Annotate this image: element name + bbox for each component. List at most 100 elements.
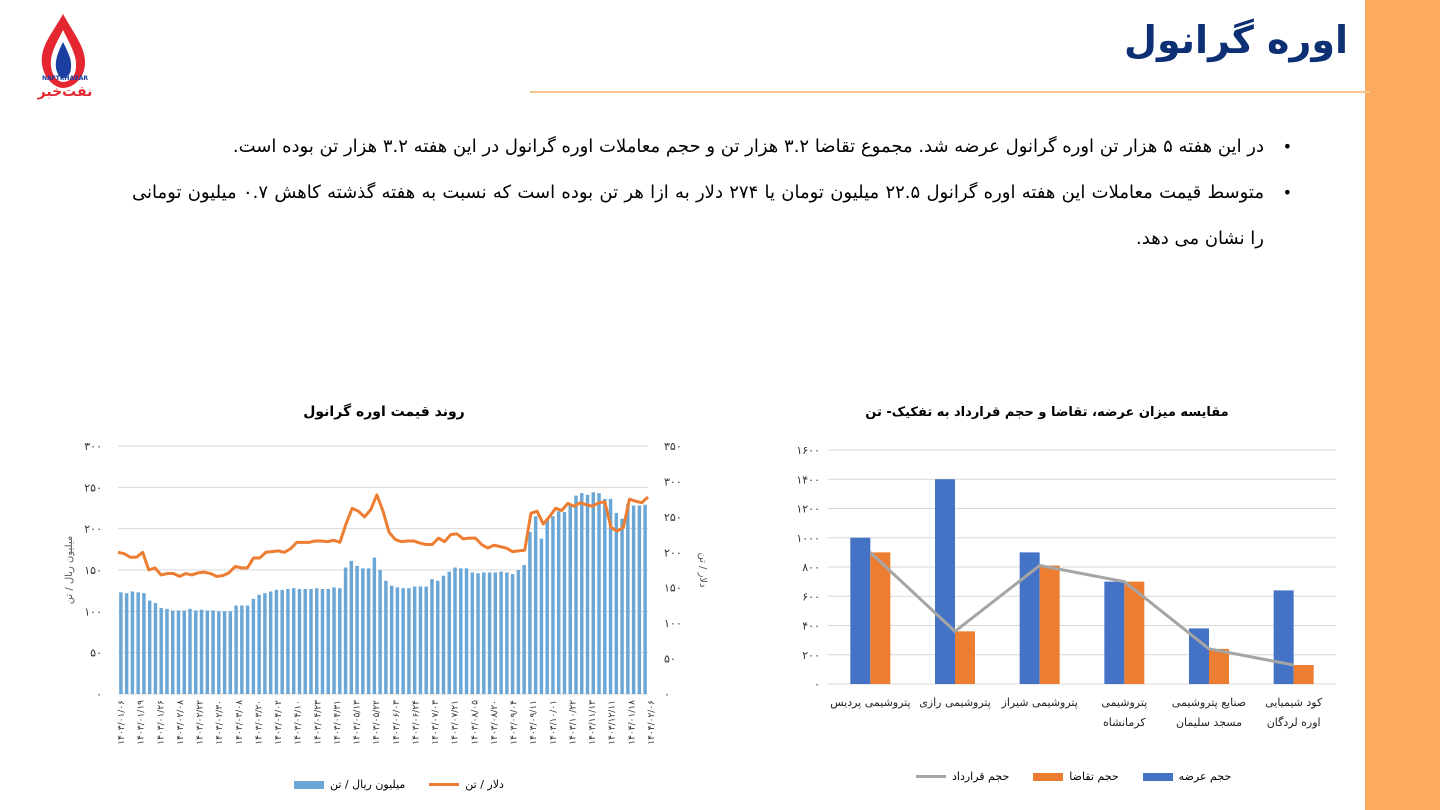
chart1-bar-supply [1104, 581, 1125, 684]
chart2-bar-rial [562, 512, 567, 694]
legend-label-rial: میلیون ریال / تن [330, 778, 406, 791]
chart2-bar-rial [407, 588, 411, 694]
chart1-category-label: پتروشیمی رازی [919, 696, 991, 709]
chart1-bar-demand [1124, 581, 1145, 684]
chart1-ytick-label: ۱۲۰۰ [796, 503, 820, 516]
chart2-xtick-label: ۱۴۰۳/۰۹/۰۴ [510, 700, 520, 745]
chart2-bar-rial [315, 588, 319, 694]
chart1-bar-supply [935, 479, 955, 684]
chart2-bar-rial [585, 494, 590, 694]
chart2-xtick-label: ۱۴۰۳/۰۲/۳۰ [215, 700, 225, 745]
chart1-category-label: پتروشیمی [1101, 696, 1147, 709]
chart1-bar-demand [1039, 565, 1060, 684]
chart2-bar-rial [389, 585, 394, 694]
chart2-bar-rial [309, 589, 313, 694]
chart1-ytick-label: ۲۰۰ [802, 649, 820, 662]
chart2-xtick-label: ۱۴۰۳/۰۱/۱۹ [137, 700, 147, 745]
chart2-xtick-label: ۱۴۰۳/۰۳/۰۸ [235, 700, 245, 745]
chart2-bar-rial [516, 570, 521, 694]
chart2-ytick-left: ۲۰۰ [84, 523, 102, 536]
chart2-bar-rial [234, 605, 238, 694]
chart2-ytick-left: ۲۵۰ [84, 481, 102, 494]
chart1-bar-supply [1189, 628, 1209, 684]
chart2-ytick-right: ۲۰۰ [664, 546, 682, 559]
chart1-ytick-label: ۱۰۰۰ [796, 532, 820, 545]
chart1-category-label: مسجد سلیمان [1176, 716, 1242, 729]
chart2-bar-rial [194, 610, 198, 694]
chart1-category-label: صنایع پتروشیمی [1172, 696, 1246, 709]
chart2-bar-rial [603, 498, 607, 694]
chart2-bar-rial [476, 573, 480, 694]
logo-latin: NAFTKHABAR [42, 75, 88, 82]
chart2-bar-rial [361, 568, 365, 694]
chart2-bar-rial [217, 611, 221, 694]
chart2-xtick-label: ۱۴۰۴/۰۲/۰۶ [647, 700, 657, 745]
chart2-bar-rial [499, 571, 503, 694]
chart2-bar-rial [332, 587, 336, 694]
chart2-bar-rial [551, 516, 555, 694]
chart2-bar-rial [430, 579, 434, 694]
chart2-bar-rial [493, 572, 498, 694]
chart2-bar-rial [614, 512, 619, 694]
chart2-bar-rial [533, 516, 538, 694]
chart2-xtick-label: ۱۴۰۳/۰۸/۰۵ [470, 700, 480, 745]
chart2-bar-rial [171, 610, 175, 694]
legend-item-contract: حجم قرارداد [916, 770, 1009, 783]
legend-item-usd: دلار / تن [429, 778, 504, 791]
chart2-bar-rial [153, 603, 158, 694]
legend-item-supply: حجم عرضه [1142, 770, 1231, 783]
chart2-xtick-label: ۱۴۰۳/۱۰/۲۲ [568, 700, 578, 745]
chart1-bar-demand [1293, 664, 1314, 684]
chart1-bar-demand [955, 631, 975, 684]
chart2-xtick-label: ۱۴۰۳/۰۸/۲۰ [490, 700, 500, 745]
chart1-title: مقایسه میزان عرضه، تقاضا و حجم قرارداد ب… [865, 405, 1228, 420]
chart1-category-label: اوره لردگان [1267, 716, 1321, 729]
chart2-xtick-label: ۱۴۰۳/۰۵/۲۲ [372, 700, 382, 745]
chart2-bar-rial [436, 580, 440, 694]
chart2-bar-rial [211, 610, 215, 694]
chart2-bar-rial [591, 492, 595, 694]
chart2-bar-rial [620, 518, 624, 694]
chart2-bar-rial [556, 511, 561, 694]
chart2-bar-rial [182, 610, 186, 694]
chart2-ytick-right: ۳۵۰ [664, 440, 682, 453]
chart2-bar-rial [280, 589, 284, 694]
chart2-bar-rial [205, 610, 210, 694]
chart2-xtick-label: ۱۴۰۳/۰۶/۰۳ [392, 700, 402, 745]
chart2-bar-rial [459, 568, 463, 694]
chart2-bar-rial [487, 572, 492, 694]
bullet-item-2: متوسط قیمت معاملات این هفته اوره گرانول … [132, 170, 1292, 262]
chart1-bar-demand [1209, 648, 1229, 684]
chart1-ytick-label: ۸۰۰ [802, 561, 820, 574]
chart2-xtick-label: ۱۴۰۳/۰۷/۲۱ [451, 700, 461, 745]
legend-label-contract: حجم قرارداد [952, 770, 1010, 783]
chart2-ytick-right: ۱۰۰ [664, 617, 682, 630]
chart2-bar-rial [119, 592, 123, 694]
chart2-bar-rial [291, 588, 296, 694]
chart2-bar-rial [510, 574, 515, 694]
chart2-bar-rial [268, 591, 273, 694]
chart2-bar-rial [136, 592, 140, 694]
chart2-bar-rial [643, 504, 647, 694]
logo-text: نفت‌خبر [37, 84, 93, 100]
chart2-xtick-label: ۱۴۰۳/۱۲/۱۱ [608, 700, 618, 745]
chart2-bar-rial [447, 571, 451, 694]
chart2-xtick-label: ۱۴۰۳/۱۱/۱۳ [588, 700, 598, 745]
chart1-ytick-label: ۱۶۰۰ [796, 444, 820, 457]
chart2-ytick-right: ۱۵۰ [664, 582, 682, 595]
chart2-bar-rial [637, 505, 642, 694]
chart2-bar-rial [188, 608, 192, 694]
chart2-bar-rial [176, 610, 181, 694]
chart2-bar-rial [263, 593, 267, 694]
chart1-bar-supply [850, 537, 871, 684]
chart2-bar-rial [297, 589, 302, 694]
chart2-bar-rial [580, 493, 584, 694]
legend-swatch-rial [294, 780, 324, 789]
chart1-bar-demand [870, 552, 891, 684]
chart2-bar-rial [274, 589, 279, 694]
chart2-xtick-label: ۱۴۰۳/۰۲/۰۸ [176, 700, 186, 745]
naftkhabar-logo: NAFTKHABAR نفت‌خبر [37, 14, 93, 100]
chart2-bar-rial [240, 605, 244, 694]
chart2-bar-rial [228, 611, 233, 694]
